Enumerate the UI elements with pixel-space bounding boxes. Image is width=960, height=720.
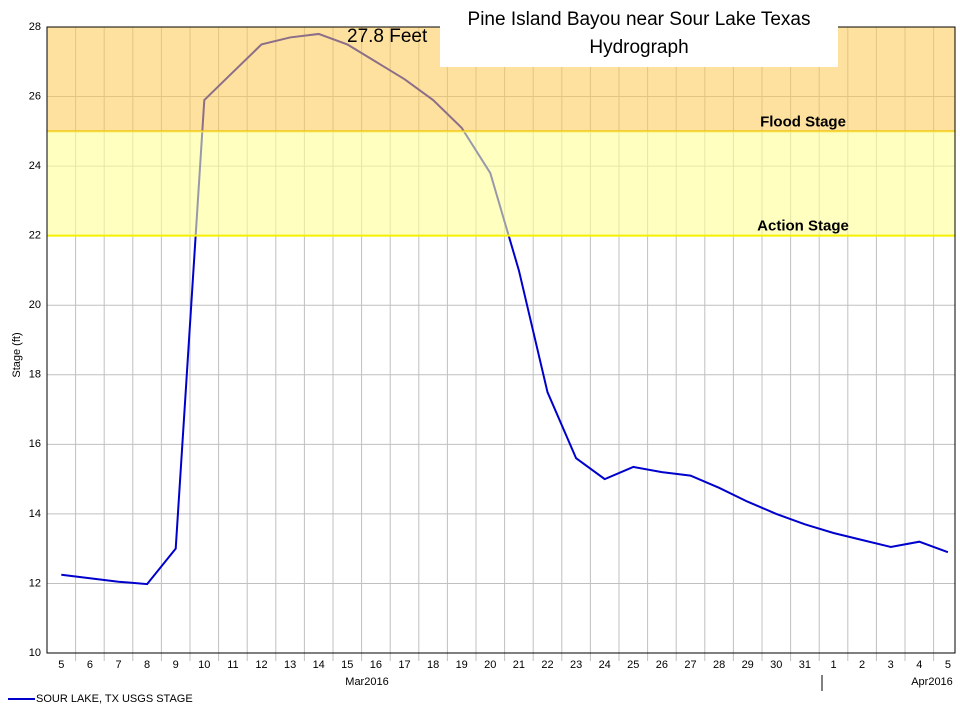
x-tick-label: 15: [341, 659, 353, 671]
x-tick-label: 18: [427, 659, 439, 671]
y-tick-label: 14: [29, 508, 41, 520]
x-tick-label: 2: [859, 659, 865, 671]
y-tick-label: 22: [29, 230, 41, 242]
title-box: [440, 0, 838, 67]
x-tick-label: 5: [58, 659, 64, 671]
x-tick-label: 17: [398, 659, 410, 671]
annotation: 27.8 Feet: [347, 26, 428, 47]
stage-label: Action Stage: [757, 218, 849, 235]
x-tick-label: 27: [684, 659, 696, 671]
x-tick-label: 7: [115, 659, 121, 671]
x-tick-label: 25: [627, 659, 639, 671]
y-tick-label: 10: [29, 647, 41, 659]
x-tick-label: 4: [916, 659, 922, 671]
x-tick-label: 30: [770, 659, 782, 671]
x-tick-label: 10: [198, 659, 210, 671]
x-tick-label: 29: [742, 659, 754, 671]
x-tick-label: 22: [541, 659, 553, 671]
chart-subtitle: Hydrograph: [589, 37, 688, 58]
x-tick-label: 28: [713, 659, 725, 671]
x-tick-label: 1: [830, 659, 836, 671]
y-tick-label: 16: [29, 438, 41, 450]
stage-band: [47, 131, 955, 236]
y-tick-label: 28: [29, 21, 41, 33]
y-tick-label: 26: [29, 90, 41, 102]
x-tick-label: 16: [370, 659, 382, 671]
x-tick-label: 21: [513, 659, 525, 671]
legend-label: SOUR LAKE, TX USGS STAGE: [36, 693, 193, 705]
y-tick-label: 24: [29, 160, 41, 172]
x-tick-label: 5: [945, 659, 951, 671]
y-tick-label: 18: [29, 369, 41, 381]
x-tick-label: 23: [570, 659, 582, 671]
x-tick-label: 24: [599, 659, 611, 671]
x-tick-label: 3: [888, 659, 894, 671]
x-tick-label: 6: [87, 659, 93, 671]
x-tick-label: 11: [227, 659, 238, 671]
x-tick-label: 9: [173, 659, 179, 671]
x-tick-label: 31: [799, 659, 811, 671]
x-tick-label: 12: [255, 659, 267, 671]
x-tick-label: 14: [313, 659, 325, 671]
x-tick-label: 8: [144, 659, 150, 671]
x-tick-label: 19: [456, 659, 468, 671]
x-tick-label: 13: [284, 659, 296, 671]
x-tick-label: 26: [656, 659, 668, 671]
y-tick-label: 12: [29, 577, 41, 589]
y-axis-label: Stage (ft): [11, 332, 23, 377]
y-tick-label: 20: [29, 299, 41, 311]
x-group-label: Mar2016: [345, 676, 388, 688]
x-group-label: Apr2016: [911, 676, 953, 688]
chart-title: Pine Island Bayou near Sour Lake Texas: [468, 9, 811, 30]
x-tick-label: 20: [484, 659, 496, 671]
stage-label: Flood Stage: [760, 113, 846, 130]
